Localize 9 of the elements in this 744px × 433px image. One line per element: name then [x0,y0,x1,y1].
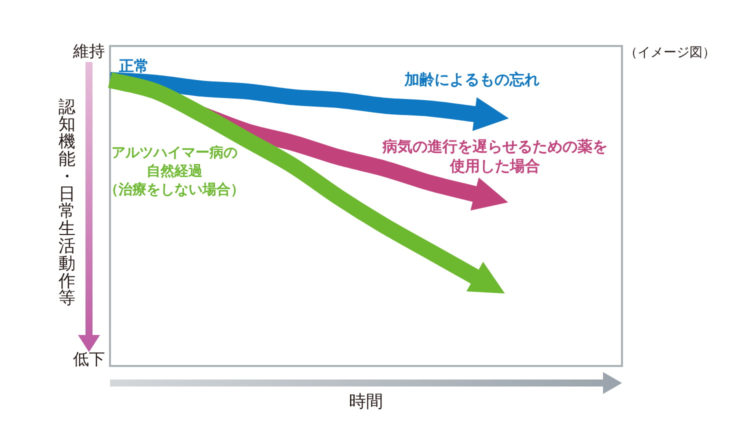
text: 認知機能・日常生活動作等 [58,97,76,309]
series-label: アルツハイマー病の自然経過（治療をしない場合） [104,144,245,198]
series-label: 病気の進行を遅らせるための薬を使用した場合 [382,138,608,176]
text: （イメージ図） [624,46,716,60]
x-axis-title: 時間 [349,392,383,412]
annotation: 低下 [73,350,105,368]
text: 正常 [118,57,149,75]
text: 維持 [72,42,105,60]
series-label: 加齢によるもの忘れ [403,70,540,88]
